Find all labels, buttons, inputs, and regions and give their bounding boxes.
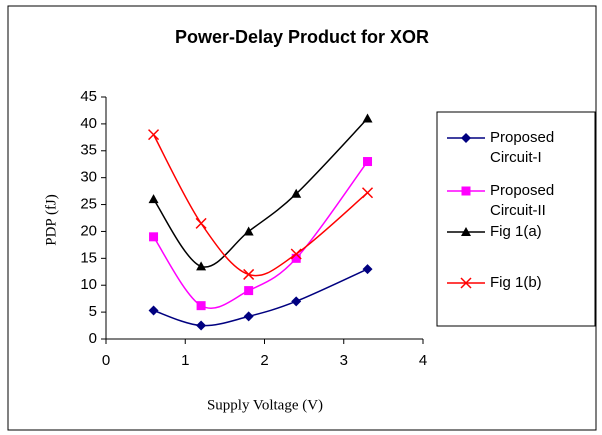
marker [362, 264, 373, 275]
marker [243, 226, 254, 236]
x-tick-label: 2 [260, 352, 268, 369]
legend-marker [461, 227, 471, 236]
marker [290, 248, 302, 260]
marker [196, 320, 207, 331]
y-tick-label: 35 [80, 142, 97, 159]
legend-marker [460, 277, 472, 289]
marker [196, 301, 206, 311]
y-tick-label: 20 [80, 222, 97, 239]
y-axis-label: PDP (fJ) [43, 194, 59, 246]
y-tick-label: 25 [80, 196, 97, 213]
marker [196, 261, 207, 271]
y-tick-label: 10 [80, 276, 97, 293]
marker [148, 305, 159, 316]
marker [243, 268, 255, 280]
y-tick-label: 30 [80, 169, 97, 186]
marker [291, 188, 302, 198]
marker [363, 157, 373, 167]
x-axis-label: Supply Voltage (V) [207, 397, 323, 413]
marker [148, 194, 159, 204]
legend-marker [461, 186, 471, 196]
marker [291, 253, 301, 263]
y-tick-label: 0 [89, 330, 97, 347]
legend-label: Proposed Circuit-I [490, 129, 555, 166]
marker [148, 129, 160, 141]
legend-marker [461, 133, 471, 143]
y-tick-label: 5 [89, 303, 97, 320]
marker [149, 232, 159, 242]
legend-label: Fig 1(b) [490, 274, 542, 291]
chart-title: Power-Delay Product for XOR [175, 27, 429, 47]
marker [195, 217, 207, 229]
y-tick-label: 15 [80, 249, 97, 266]
x-tick-label: 4 [419, 352, 427, 369]
legend-label: Proposed Circuit-II [490, 182, 555, 219]
marker [243, 311, 254, 322]
marker [362, 113, 373, 123]
y-tick-label: 40 [80, 115, 97, 132]
legend-box [436, 111, 596, 327]
legend-label: Fig 1(a) [490, 223, 542, 240]
marker [361, 187, 374, 199]
y-tick-label: 45 [80, 88, 97, 105]
x-tick-label: 0 [102, 352, 110, 369]
marker [291, 296, 302, 307]
x-tick-label: 1 [181, 352, 189, 369]
marker [244, 286, 254, 296]
x-tick-label: 3 [340, 352, 348, 369]
